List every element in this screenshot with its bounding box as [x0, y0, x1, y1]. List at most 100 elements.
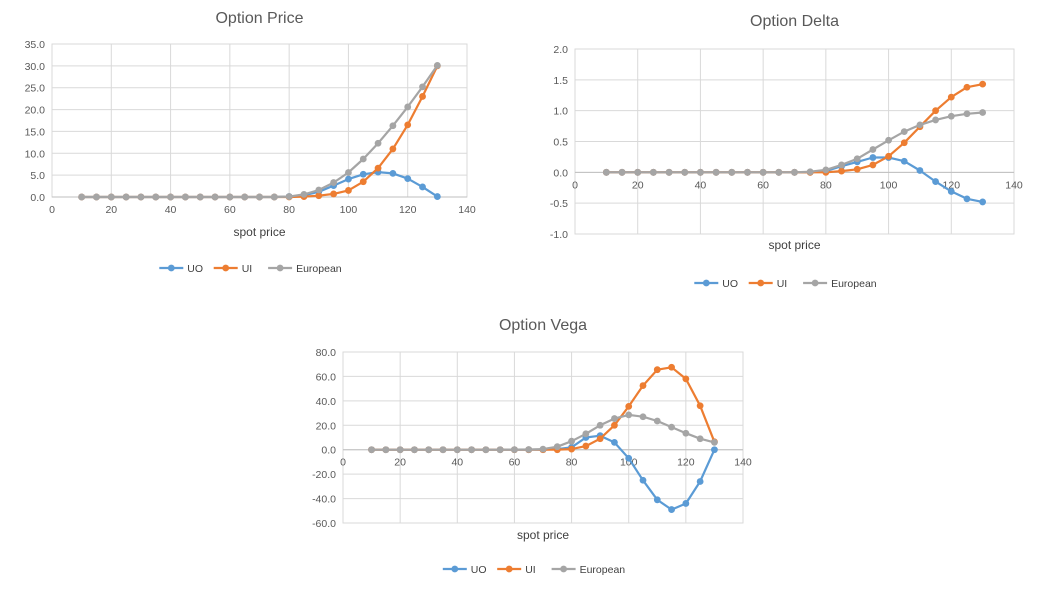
data-point: [241, 193, 249, 201]
data-point: [359, 155, 367, 163]
chart-title: Option Vega: [499, 317, 587, 334]
y-tick-label: 0.0: [30, 192, 45, 204]
data-point: [900, 157, 908, 165]
data-point: [916, 167, 924, 174]
data-point: [226, 193, 234, 201]
legend-swatch-marker: [451, 565, 459, 573]
legend: UO UI European: [159, 263, 342, 275]
data-point: [122, 193, 130, 201]
y-tick-label: 0.0: [553, 167, 568, 179]
y-tick-label: 20.0: [316, 420, 337, 432]
legend-swatch-marker: [811, 279, 819, 287]
data-point: [359, 170, 367, 178]
x-tick-label: 120: [677, 457, 695, 469]
gridlines: [51, 43, 468, 198]
x-tick-label: 40: [165, 204, 177, 216]
data-point: [330, 179, 338, 186]
data-point: [468, 446, 475, 454]
data-point: [916, 121, 924, 129]
data-point: [625, 454, 633, 462]
data-point: [411, 446, 418, 454]
data-point: [697, 168, 704, 176]
data-point: [728, 168, 736, 176]
plot-area: [342, 351, 744, 524]
x-tick-label: 100: [340, 204, 358, 216]
data-point: [979, 109, 987, 116]
data-point: [433, 193, 441, 200]
data-point: [979, 198, 987, 206]
series-line: [606, 156, 983, 203]
data-point: [653, 496, 661, 504]
data-point: [382, 446, 390, 454]
data-point: [359, 178, 367, 186]
x-tick-label: 20: [394, 457, 406, 469]
x-tick-label: 140: [1005, 179, 1023, 191]
data-point: [744, 168, 751, 176]
data-point: [696, 478, 704, 485]
y-tick-label: -60.0: [312, 518, 336, 530]
data-point: [611, 421, 618, 429]
data-point: [696, 402, 704, 410]
x-tick-label: 0: [49, 204, 55, 216]
data-point: [947, 112, 955, 120]
x-tick-label: 40: [695, 179, 707, 191]
x-tick-label: 80: [820, 179, 832, 191]
data-point: [285, 193, 293, 200]
series-uo: [602, 154, 987, 206]
y-tick-label: 35.0: [25, 39, 46, 51]
data-point: [639, 476, 647, 484]
data-point: [712, 168, 720, 176]
data-point: [639, 413, 647, 421]
data-point: [315, 186, 323, 194]
data-point: [270, 193, 278, 201]
data-point: [759, 168, 767, 176]
data-point: [634, 168, 642, 176]
data-point: [932, 107, 940, 115]
data-point: [419, 83, 426, 91]
data-point: [433, 62, 441, 69]
data-point: [596, 435, 604, 443]
data-point: [885, 136, 892, 144]
data-point: [668, 423, 675, 431]
data-point: [374, 164, 382, 172]
data-point: [167, 193, 174, 201]
y-tick-label: -40.0: [312, 494, 336, 506]
data-point: [389, 169, 397, 177]
data-point: [152, 193, 160, 201]
data-point: [404, 121, 412, 129]
data-point: [611, 415, 618, 422]
x-tick-label: 120: [399, 204, 417, 216]
data-point: [315, 192, 323, 200]
legend-item: UI: [497, 564, 536, 576]
data-point: [649, 168, 657, 176]
data-point: [93, 193, 100, 201]
data-point: [696, 435, 704, 443]
data-point: [963, 110, 971, 118]
data-point: [345, 187, 352, 194]
data-point: [838, 161, 845, 169]
data-point: [602, 168, 610, 176]
gridlines: [574, 48, 1015, 235]
data-point: [653, 366, 661, 374]
data-point: [625, 402, 633, 410]
series-uo: [368, 432, 718, 513]
y-tick-label: -0.5: [550, 198, 568, 210]
data-point: [78, 193, 86, 201]
chart-title: Option Delta: [750, 13, 839, 30]
legend-label: UO: [722, 278, 738, 290]
data-point: [368, 446, 375, 454]
data-point: [963, 195, 971, 203]
y-tick-label: 80.0: [316, 347, 337, 359]
data-point: [869, 146, 877, 153]
data-point: [389, 122, 397, 130]
data-point: [425, 446, 433, 454]
y-tick-label: -20.0: [312, 469, 336, 481]
x-tick-label: 0: [572, 179, 578, 191]
y-tick-label: 30.0: [25, 61, 46, 73]
data-point: [511, 446, 518, 453]
data-point: [682, 429, 690, 437]
x-axis-label: spot price: [517, 528, 569, 542]
y-tick-label: 1.0: [553, 106, 568, 118]
data-point: [668, 506, 675, 513]
